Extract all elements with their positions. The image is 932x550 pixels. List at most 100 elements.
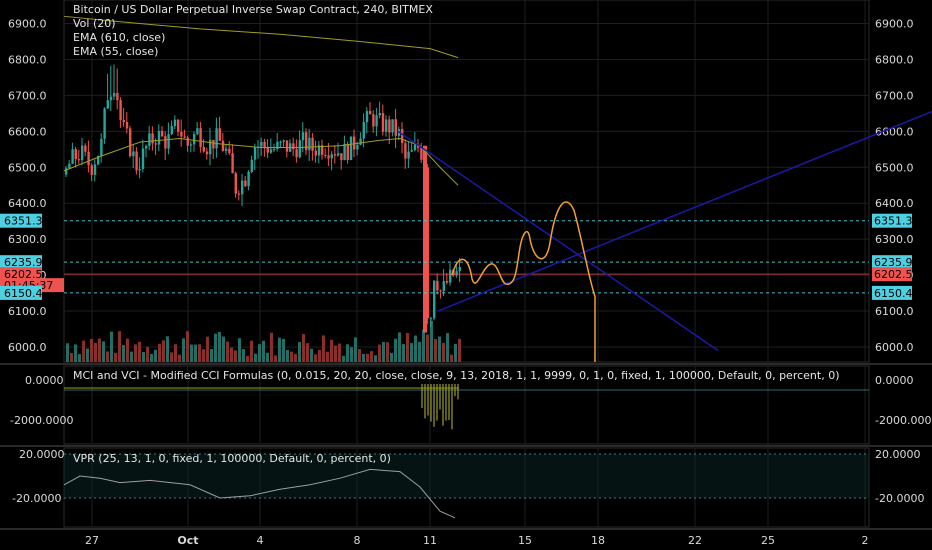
- volume-bar: [286, 350, 289, 362]
- candle-body: [356, 144, 359, 150]
- candle-body: [148, 133, 151, 147]
- volume-bar: [266, 352, 269, 362]
- volume-bar: [450, 354, 453, 362]
- candle-body: [295, 149, 298, 158]
- volume-bar: [282, 338, 285, 362]
- candle-body: [333, 154, 337, 156]
- volume-bar: [326, 351, 329, 362]
- candle-body: [157, 130, 161, 145]
- candle-body: [138, 169, 141, 171]
- price-label: 6202.5: [0, 267, 43, 282]
- candle-body: [170, 125, 173, 135]
- candle-body: [458, 267, 461, 272]
- y-tick-left: 6300.0: [8, 233, 47, 246]
- volume-bar: [378, 344, 381, 362]
- candle-body: [285, 140, 289, 152]
- candle-body: [343, 143, 346, 161]
- volume-bar: [214, 333, 217, 362]
- x-tick-label: 22: [688, 534, 702, 547]
- indicator-vol: Vol (20): [73, 17, 116, 30]
- volume-bar: [342, 355, 345, 362]
- volume-bar: [414, 335, 417, 362]
- volume-bar: [118, 331, 121, 362]
- candle-body: [388, 119, 391, 133]
- candle-body: [263, 141, 266, 147]
- price-label-right: 6202.5: [872, 267, 913, 282]
- candle-body: [218, 128, 221, 141]
- volume-bar: [314, 354, 317, 362]
- volume-bar: [198, 344, 201, 362]
- volume-bar: [246, 355, 249, 362]
- candle-body: [100, 138, 103, 156]
- y-tick-left: 6600.0: [8, 125, 47, 138]
- candle-body: [365, 111, 369, 123]
- candle-body: [154, 143, 157, 145]
- candle-body: [109, 96, 113, 101]
- price-label-right: 6235.9: [872, 255, 913, 270]
- candle-body: [359, 138, 362, 145]
- candle-body: [74, 149, 77, 160]
- candle-body: [116, 92, 119, 101]
- candle-body: [209, 139, 212, 155]
- price-label-bg: [872, 213, 912, 228]
- candle-body: [276, 141, 279, 150]
- price-label-bg: [0, 255, 42, 270]
- volume-bar: [394, 338, 397, 362]
- volume-bar: [402, 344, 405, 362]
- main-title: Bitcoin / US Dollar Perpetual Inverse Sw…: [73, 3, 433, 16]
- volume-bar: [242, 349, 245, 362]
- candle-body: [167, 134, 170, 149]
- volume-bar: [82, 340, 85, 362]
- candle-body: [132, 151, 135, 157]
- volume-bar: [262, 340, 265, 362]
- y-tick-left: 6900.0: [8, 18, 47, 31]
- x-tick-label: 15: [518, 534, 532, 547]
- candle-body: [180, 131, 183, 137]
- candle-body: [186, 137, 189, 146]
- x-tick-label: 8: [354, 534, 361, 547]
- volume-bar: [270, 332, 273, 362]
- volume-bar: [258, 344, 261, 362]
- volume-bar: [374, 355, 377, 362]
- volume-bar: [102, 341, 105, 362]
- candle-body: [199, 128, 202, 147]
- main-pane: [63, 0, 870, 363]
- volume-bar: [166, 336, 169, 362]
- y-tick-right: 6000.0: [875, 341, 914, 354]
- vpr-y-tick-left: -20.0000: [12, 492, 61, 505]
- price-label-text: 6150.4: [4, 287, 43, 300]
- candle-body: [330, 154, 333, 159]
- main-legend: Bitcoin / US Dollar Perpetual Inverse Sw…: [73, 3, 433, 59]
- candle-body: [247, 171, 250, 187]
- volume-bar: [426, 334, 429, 362]
- y-tick-left: 6700.0: [8, 89, 47, 102]
- candle-body: [429, 318, 433, 320]
- volume-bar: [130, 351, 133, 362]
- x-tick-label: 25: [761, 534, 775, 547]
- price-label: 6235.9: [0, 255, 43, 270]
- candle-body: [385, 119, 388, 132]
- volume-bar: [106, 351, 109, 362]
- y-tick-right: 6600.0: [875, 125, 914, 138]
- candle-body: [346, 143, 349, 160]
- vpr-pane: [63, 447, 870, 528]
- candle-body: [145, 146, 148, 149]
- candle-body: [244, 180, 247, 187]
- volume-bar: [222, 336, 225, 362]
- volume-bar: [302, 334, 305, 362]
- candle-body: [353, 136, 356, 150]
- cci-y-tick-left: 0.0000: [25, 374, 64, 387]
- volume-bar: [330, 339, 333, 362]
- volume-bar: [322, 335, 325, 362]
- candle-body: [177, 119, 180, 132]
- indicator-ema55: EMA (55, close): [73, 45, 159, 58]
- candle-body: [234, 173, 237, 194]
- candle-body: [301, 132, 305, 141]
- volume-bar: [386, 342, 389, 362]
- candle-body: [119, 100, 122, 120]
- volume-bar: [74, 344, 77, 362]
- candle-body: [375, 115, 378, 127]
- candle-body: [381, 113, 385, 132]
- candle-body: [426, 167, 429, 319]
